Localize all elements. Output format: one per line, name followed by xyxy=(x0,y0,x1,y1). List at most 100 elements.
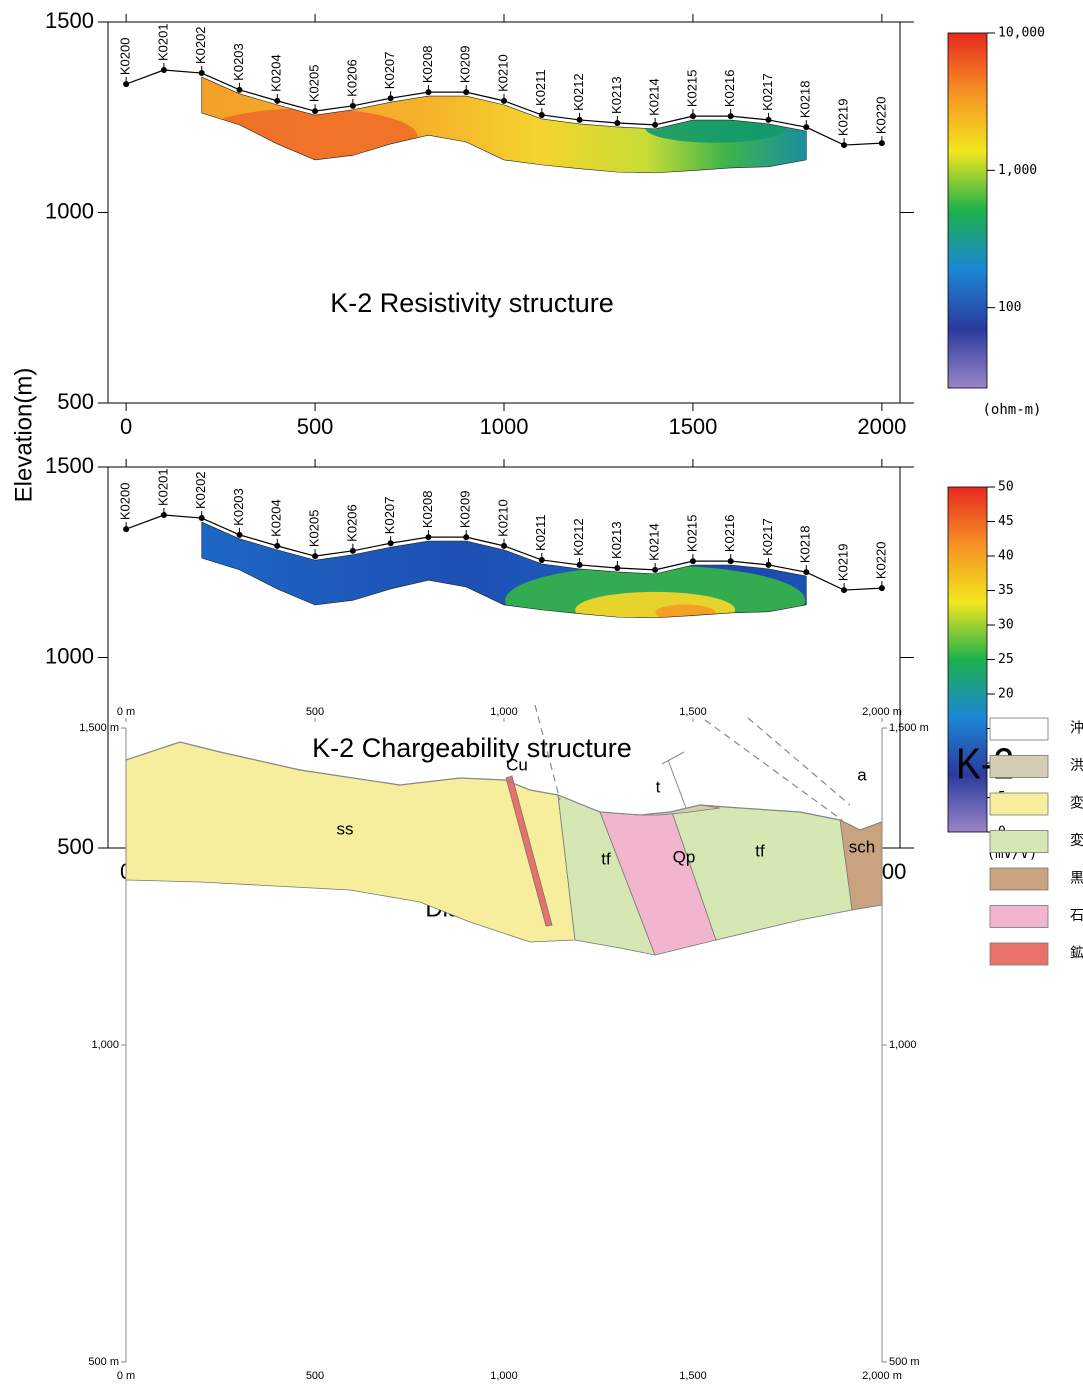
colorbar-tick-label: 100 xyxy=(998,300,1021,315)
station xyxy=(803,124,810,131)
station xyxy=(198,70,205,77)
station xyxy=(689,558,696,565)
station-label: K0208 xyxy=(420,46,435,84)
unit-label: ss xyxy=(337,819,354,838)
station-label: K0203 xyxy=(231,488,246,526)
station xyxy=(765,116,772,123)
unit-label: t xyxy=(656,777,661,796)
station-label: K0206 xyxy=(344,504,359,542)
station-label: K0200 xyxy=(118,38,133,76)
legend-label: 石 xyxy=(1070,907,1083,923)
station-label: K0210 xyxy=(495,54,510,92)
x-tick-label: 500 xyxy=(297,414,334,439)
unit-label: tf xyxy=(755,841,765,860)
station-label: K0213 xyxy=(609,76,624,114)
x-tick-label: 500 xyxy=(306,1370,324,1382)
station xyxy=(614,564,621,571)
station xyxy=(463,534,470,541)
station-label: K0215 xyxy=(684,70,699,108)
y-tick-label: 1,000 xyxy=(91,1039,119,1051)
dip-symbol xyxy=(667,759,687,809)
station-label: K0214 xyxy=(647,523,662,561)
x-tick-label: 0 m xyxy=(117,1370,135,1382)
station xyxy=(652,566,659,573)
station xyxy=(841,587,848,594)
station-label: K0212 xyxy=(571,73,586,111)
station-label: K0219 xyxy=(836,98,851,136)
station-label: K0201 xyxy=(155,468,170,506)
station-label: K0213 xyxy=(609,521,624,559)
unit-label: Qp xyxy=(673,847,696,866)
model-anomaly xyxy=(575,591,736,618)
y-tick-label: 500 xyxy=(57,834,94,859)
legend-label: 変 xyxy=(1070,832,1083,848)
station-label: K0217 xyxy=(760,518,775,556)
dip-symbol xyxy=(661,751,685,765)
legend-swatch xyxy=(989,942,1049,966)
station-label: K0209 xyxy=(458,491,473,529)
station-label: K0205 xyxy=(307,510,322,548)
station xyxy=(463,89,470,96)
station xyxy=(501,97,507,104)
station-label: K0210 xyxy=(495,499,510,537)
station xyxy=(123,81,130,88)
unit-label: a xyxy=(857,765,867,784)
station xyxy=(614,119,621,126)
x-tick-label: 500 xyxy=(306,706,324,718)
station xyxy=(160,512,167,519)
colorbar-tick-label: 30 xyxy=(998,618,1014,633)
station xyxy=(312,553,319,560)
x-tick-label: 0 m xyxy=(117,706,135,718)
station-label: K0218 xyxy=(798,526,813,564)
station xyxy=(312,108,319,115)
fault-line xyxy=(747,717,851,806)
station xyxy=(689,113,696,120)
x-tick-label: 2000 xyxy=(857,414,906,439)
station-label: K0220 xyxy=(873,542,888,580)
station xyxy=(236,531,243,538)
station xyxy=(274,542,281,549)
station-label: K0218 xyxy=(798,81,813,119)
colorbar-tick-label: 20 xyxy=(998,687,1014,702)
station xyxy=(425,89,432,96)
panel-title: K-2 Chargeability structure xyxy=(312,733,632,763)
colorbar-tick-label: 35 xyxy=(998,583,1014,598)
x-tick-label: 1,000 xyxy=(490,706,518,718)
legend-swatch xyxy=(989,792,1049,816)
station-label: K0206 xyxy=(344,59,359,97)
station-label: K0202 xyxy=(193,471,208,509)
model-anomaly xyxy=(645,114,786,143)
legend-label: 鉱 xyxy=(1070,945,1083,961)
model-anomaly xyxy=(655,604,716,618)
station-label: K0209 xyxy=(458,46,473,84)
station-label: K0216 xyxy=(722,515,737,553)
station-label: K0207 xyxy=(382,52,397,90)
station xyxy=(501,542,507,549)
y-tick-label: 1000 xyxy=(45,198,94,223)
model-anomaly xyxy=(201,108,418,165)
station xyxy=(878,585,885,592)
station-label: K0207 xyxy=(382,497,397,535)
legend-label: 黒 xyxy=(1070,870,1083,886)
station xyxy=(236,86,243,93)
unit-cu xyxy=(505,775,553,927)
station xyxy=(349,547,356,554)
x-tick-label: 2,000 m xyxy=(862,1370,902,1382)
y-tick-label: 500 m xyxy=(88,1356,119,1368)
model-outline xyxy=(201,76,807,174)
colorbar-tick-label: 45 xyxy=(998,514,1014,529)
y-tick-label: 1000 xyxy=(45,643,94,668)
y-tick-label: 1,500 m xyxy=(79,722,119,734)
station xyxy=(841,142,848,149)
station xyxy=(387,95,394,102)
y-axis-label: Elevation(m) xyxy=(10,368,37,503)
station xyxy=(652,121,659,128)
colorbar-tick-label: 50 xyxy=(998,480,1014,495)
x-tick-label: 1,500 xyxy=(679,1370,707,1382)
station-label: K0217 xyxy=(760,73,775,111)
colorbar-unit: (ohm-m) xyxy=(982,402,1041,418)
colorbar xyxy=(947,32,988,389)
station-label: K0211 xyxy=(533,69,548,106)
y-tick-label: 500 m xyxy=(889,1356,920,1368)
